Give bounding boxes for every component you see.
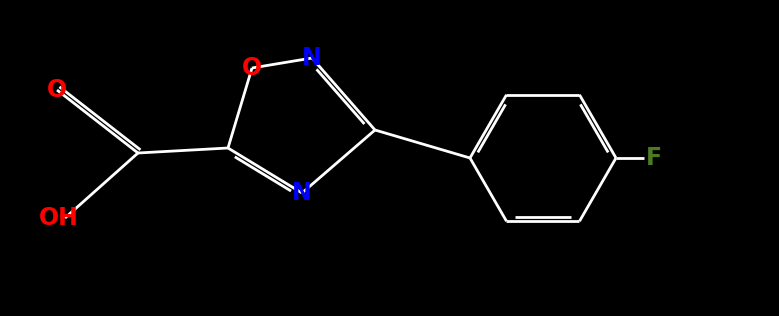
Text: N: N [302,46,322,70]
Text: O: O [47,78,67,102]
Text: F: F [646,146,662,170]
Text: OH: OH [39,206,79,230]
Text: N: N [292,181,312,205]
Text: O: O [242,56,262,80]
